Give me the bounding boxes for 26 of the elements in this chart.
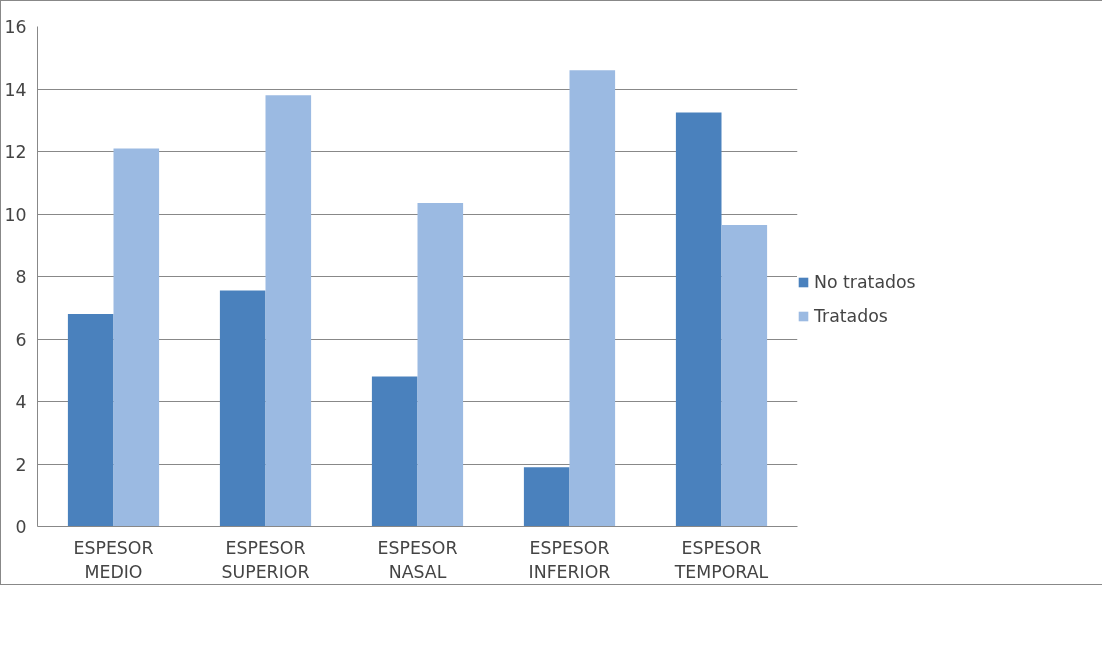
bar — [113, 148, 160, 527]
y-tick-label: 14 — [4, 79, 27, 100]
y-tick-label: 6 — [15, 329, 27, 350]
y-tick-label: 10 — [4, 204, 27, 225]
x-tick-label: ESPESOR SUPERIOR — [221, 537, 310, 582]
y-tick-label: 2 — [15, 454, 27, 475]
y-tick-label: 4 — [15, 392, 27, 412]
bar — [371, 376, 418, 527]
y-tick-label: 0 — [15, 517, 27, 537]
x-tick-label: ESPESOR INFERIOR — [528, 537, 611, 582]
legend-label: No tratados — [814, 272, 916, 292]
y-tick-label: 12 — [4, 142, 27, 162]
bar — [265, 95, 312, 527]
y-tick-label: 8 — [15, 267, 27, 287]
bar — [569, 70, 616, 527]
y-tick-label: 16 — [4, 17, 27, 37]
bar — [219, 290, 266, 527]
x-tick-label: ESPESOR NASAL — [377, 537, 458, 582]
bar — [721, 224, 768, 527]
bar — [523, 467, 570, 527]
bar — [417, 203, 464, 527]
bar — [67, 314, 114, 527]
bar — [675, 112, 722, 527]
legend-label: Tratados — [814, 306, 888, 326]
x-tick-label: ESPESOR TEMPORAL — [673, 537, 769, 582]
x-tick-label: ESPESOR MEDIO — [73, 537, 154, 582]
